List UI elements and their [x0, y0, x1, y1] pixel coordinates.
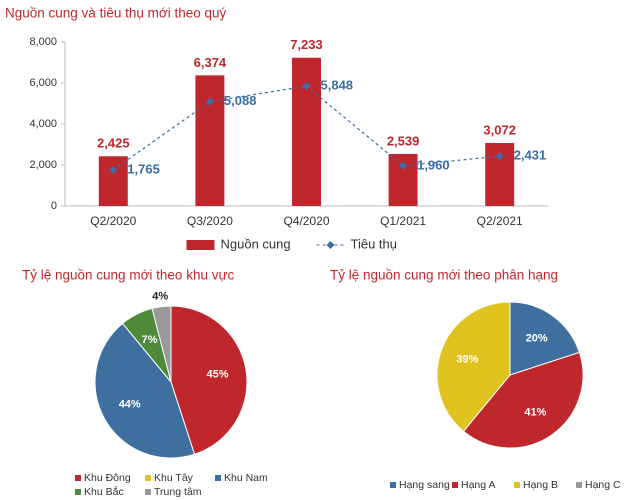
y-tick-label: 0	[51, 200, 57, 212]
marker	[109, 165, 118, 174]
data-label: 3,072	[483, 122, 516, 137]
legend-swatch	[390, 482, 396, 488]
x-tick-label: Q4/2020	[283, 214, 329, 228]
legend-swatch	[75, 475, 81, 481]
y-tick-label: 4,000	[29, 118, 57, 130]
legend-swatch	[576, 482, 582, 488]
y-tick-label: 2,000	[29, 159, 57, 171]
data-label: 2,539	[387, 133, 420, 148]
chart-title: Tỷ lệ nguồn cung mới theo phân hạng	[330, 268, 558, 283]
data-label: 20%	[526, 332, 548, 344]
legend-label: Trung tâm	[154, 486, 202, 498]
legend-label: Khu Tây	[154, 472, 194, 484]
marker	[399, 161, 408, 170]
slice	[462, 351, 584, 449]
legend-label: Khu Bắc	[84, 485, 124, 498]
legend-label: Nguồn cung	[221, 236, 291, 251]
x-tick-label: Q1/2021	[380, 214, 426, 228]
data-label: 6,374	[194, 55, 227, 70]
data-label: 7%	[142, 334, 158, 346]
legend-label: Khu Nam	[224, 472, 268, 484]
chart-title: Tỷ lệ nguồn cung mới theo khu vực	[22, 268, 234, 283]
legend-label: Hạng C	[585, 479, 621, 491]
data-label: 2,431	[514, 148, 547, 163]
marker	[302, 82, 311, 91]
legend-label: Tiêu thụ	[351, 236, 398, 251]
data-label: 5,088	[224, 93, 257, 108]
y-tick-label: 8,000	[29, 36, 57, 48]
data-label: 7,233	[290, 37, 323, 52]
legend-label: Hạng B	[523, 479, 558, 491]
data-label: 41%	[524, 406, 546, 418]
data-label: 2,425	[97, 136, 130, 151]
x-tick-label: Q3/2020	[187, 214, 233, 228]
legend-swatch	[186, 240, 215, 250]
legend-swatch	[145, 475, 151, 481]
bar	[292, 57, 321, 207]
marker	[495, 152, 504, 161]
slice	[151, 305, 172, 383]
slice	[509, 301, 581, 376]
data-label: 4%	[152, 291, 168, 303]
chart-title: Nguồn cung và tiêu thụ mới theo quý	[5, 6, 226, 21]
marker	[205, 97, 214, 106]
data-label: 1,765	[127, 161, 160, 176]
data-label: 44%	[119, 399, 141, 411]
slice	[94, 322, 196, 459]
data-label: 39%	[456, 354, 478, 366]
legend-swatch	[145, 489, 151, 495]
slice	[170, 305, 248, 455]
data-label: 45%	[207, 369, 229, 381]
legend-label: Hạng sang	[399, 479, 450, 491]
legend-label: Khu Đông	[84, 472, 131, 484]
legend-label: Hạng A	[461, 479, 495, 491]
data-label: 5,848	[321, 78, 354, 93]
bar	[195, 75, 225, 206]
y-tick-label: 6,000	[29, 77, 57, 89]
legend-swatch	[215, 475, 221, 481]
x-tick-label: Q2/2020	[90, 214, 136, 228]
legend-swatch	[75, 489, 81, 495]
legend-swatch	[326, 241, 335, 249]
bar	[98, 156, 128, 206]
legend-swatch	[452, 482, 458, 488]
data-label: 1,960	[417, 157, 450, 172]
legend-swatch	[514, 482, 520, 488]
slice	[436, 301, 511, 432]
bar	[388, 153, 418, 206]
x-tick-label: Q2/2021	[477, 214, 523, 228]
